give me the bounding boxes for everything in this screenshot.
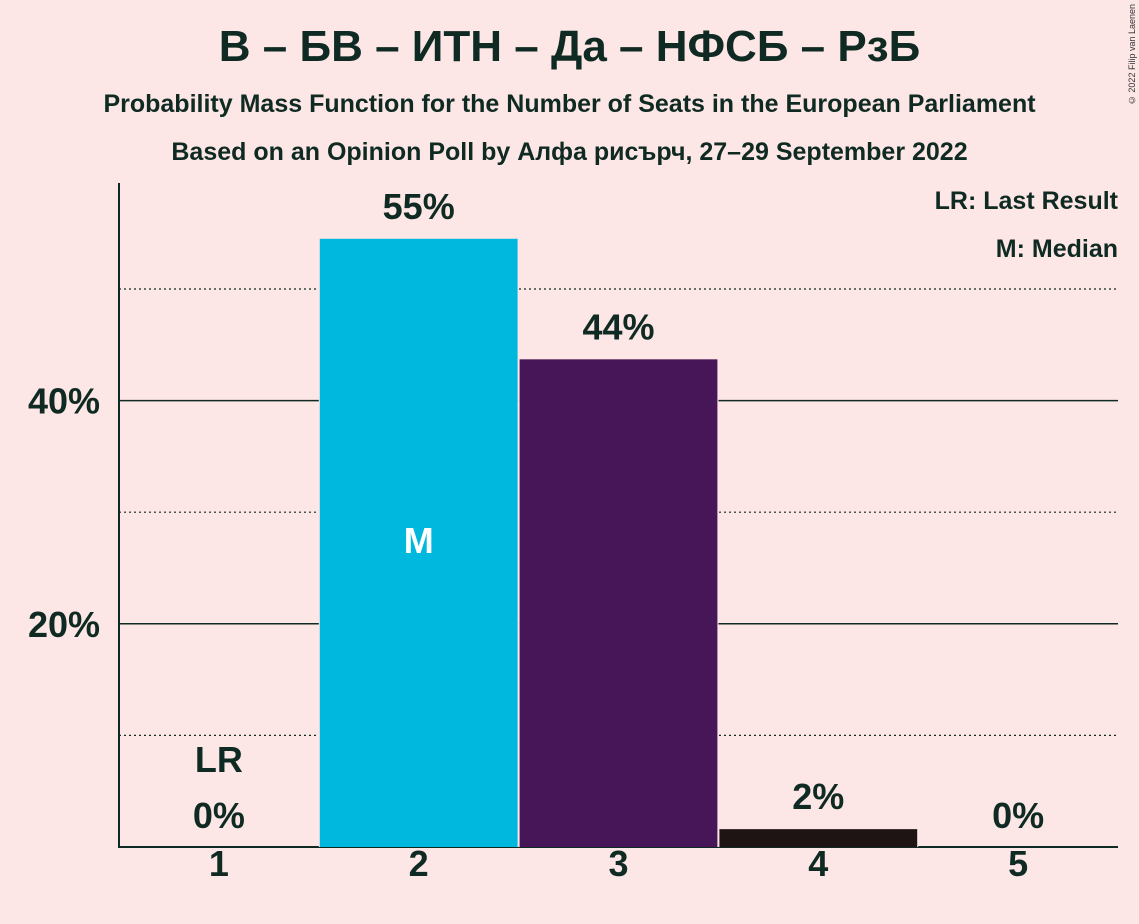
- value-label-3: 44%: [582, 306, 654, 347]
- value-label-2: 55%: [383, 186, 455, 227]
- x-tick-label-4: 4: [808, 843, 828, 884]
- x-tick-label-5: 5: [1008, 843, 1028, 884]
- value-label-1: 0%: [193, 795, 245, 836]
- chart-title: В – БВ – ИТН – Да – НФСБ – РзБ: [218, 22, 921, 71]
- median-marker: M: [404, 520, 434, 561]
- x-tick-label-2: 2: [409, 843, 429, 884]
- legend-last-result: LR: Last Result: [935, 187, 1119, 215]
- x-tick-label-1: 1: [209, 843, 229, 884]
- y-tick-label-1: 40%: [28, 381, 100, 422]
- bar-layer: [318, 238, 919, 847]
- legend-median: M: Median: [996, 235, 1118, 263]
- last-result-marker: LR: [195, 739, 243, 780]
- value-label-5: 0%: [992, 795, 1044, 836]
- y-tick-label-0: 20%: [28, 604, 100, 645]
- chart-subtitle: Probability Mass Function for the Number…: [103, 90, 1036, 118]
- x-tick-label-3: 3: [608, 843, 628, 884]
- bar-2: [319, 238, 518, 847]
- chart-subtitle-source: Based on an Opinion Poll by Алфа рисърч,…: [171, 138, 968, 166]
- bar-3: [519, 359, 718, 847]
- value-label-4: 2%: [792, 776, 844, 817]
- bar-4: [719, 829, 918, 847]
